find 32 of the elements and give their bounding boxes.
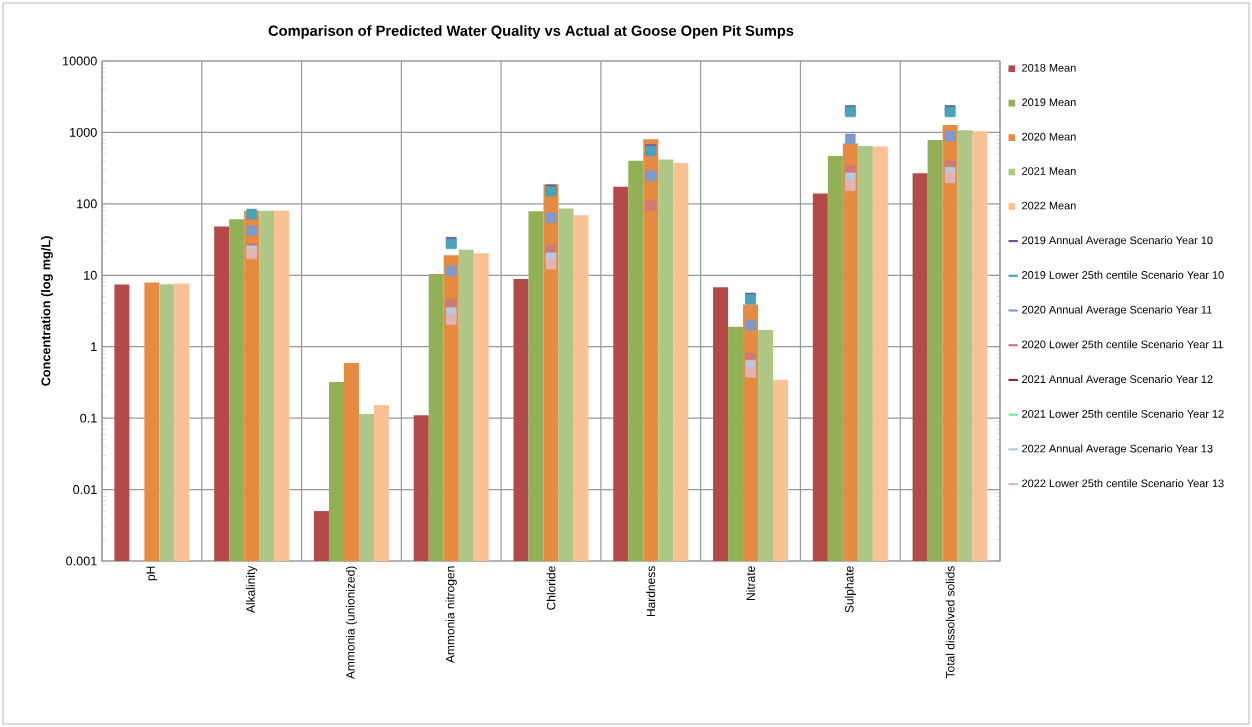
legend-label: 2022 Annual Average Scenario Year 13 [1022, 444, 1213, 455]
y-tick-label: 1000 [70, 127, 97, 137]
y-axis-title: Concentration (log mg/L) [41, 236, 53, 386]
x-tick-label: Ammonia nitrogen [445, 566, 457, 664]
legend-label: 2021 Lower 25th centile Scenario Year 12 [1022, 409, 1224, 418]
legend-label: 2019 Lower 25th centile Scenario Year 10 [1022, 270, 1224, 279]
y-tick-label: 10000 [63, 56, 97, 66]
legend-label: 2019 Mean [1022, 98, 1076, 107]
x-tick-label: Total dissolved solids [945, 566, 955, 679]
x-tick-label: pH [146, 566, 158, 581]
legend-label: 2021 Annual Average Scenario Year 12 [1022, 374, 1213, 386]
x-tick-label: Sulphate [844, 566, 856, 613]
y-tick-label: 10 [84, 270, 97, 280]
legend-label: 2019 Annual Average Scenario Year 10 [1022, 236, 1213, 247]
legend-label: 2022 Mean [1022, 201, 1076, 210]
legend-label: 2020 Annual Average Scenario Year 11 [1022, 305, 1212, 316]
legend-label: 2020 Lower 25th centile Scenario Year 11 [1022, 340, 1223, 349]
y-tick-label: 0.01 [73, 485, 97, 495]
y-tick-label: 100 [77, 199, 97, 209]
x-tick-label: Chloride [546, 566, 556, 610]
chart-title: Comparison of Predicted Water Quality vs Actual at Goose Open Pit Sumps [268, 25, 794, 39]
legend-label: 2021 Mean [1022, 167, 1076, 175]
x-tick-label: Alkalinity [246, 565, 258, 614]
legend-label: 2022 Lower 25th centile Scenario Year 13 [1022, 479, 1224, 488]
y-tick-label: 0.001 [66, 556, 97, 566]
y-tick-label: 1 [91, 342, 97, 352]
y-tick-label: 0.1 [80, 413, 97, 423]
legend-label: 2018 Mean [1022, 63, 1076, 72]
legend-label: 2020 Mean [1022, 132, 1076, 141]
x-tick-label: Ammonia (unionized) [345, 566, 358, 680]
x-tick-label: Nitrate [746, 566, 755, 601]
x-tick-label: Hardness [646, 566, 656, 617]
